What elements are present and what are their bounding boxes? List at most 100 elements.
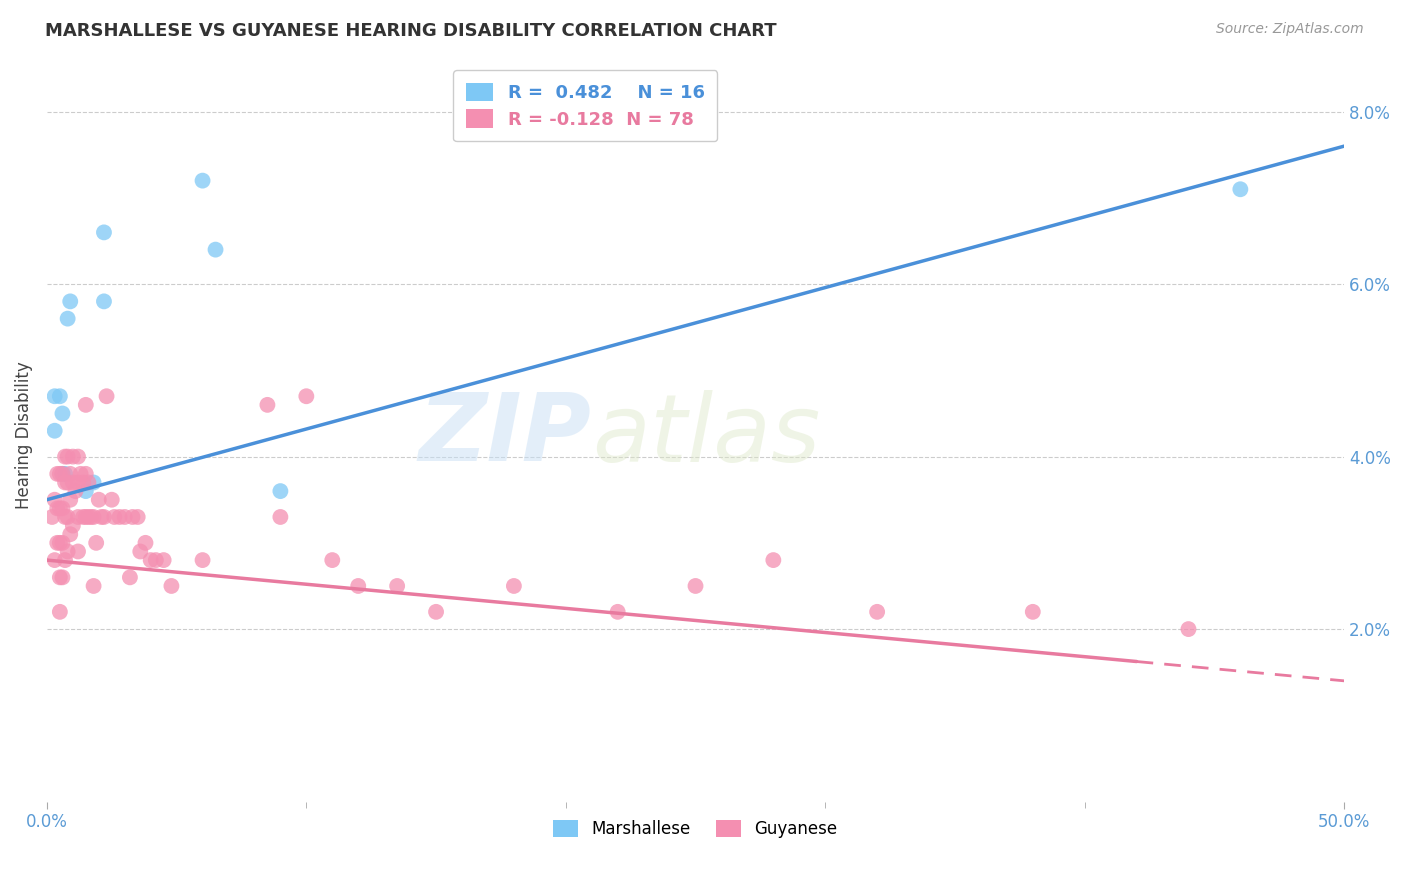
Point (103, 510, 125, 524)
Point (87, 492, 110, 507)
Point (269, 510, 291, 524)
Point (108, 510, 131, 524)
Point (83, 510, 105, 524)
Point (51, 536, 73, 550)
Point (53, 450, 76, 464)
Point (51, 467, 73, 481)
Point (80, 510, 103, 524)
Point (503, 579, 526, 593)
Point (256, 398, 278, 412)
Point (49, 389, 72, 403)
Point (134, 536, 156, 550)
Point (56, 544, 79, 558)
Text: ZIP: ZIP (419, 389, 592, 481)
Point (425, 605, 447, 619)
Point (762, 553, 785, 567)
Text: Source: ZipAtlas.com: Source: ZipAtlas.com (1216, 22, 1364, 37)
Point (385, 579, 408, 593)
Point (53, 510, 76, 524)
Point (93, 510, 115, 524)
Point (59, 294, 82, 309)
Point (51, 501, 73, 516)
Point (118, 570, 141, 584)
Point (96, 389, 118, 403)
Point (321, 553, 343, 567)
Point (59, 527, 82, 541)
Point (75, 398, 97, 412)
Point (75, 510, 97, 524)
Point (53, 553, 76, 567)
Point (1229, 182, 1251, 196)
Point (204, 243, 226, 257)
Point (1022, 605, 1045, 619)
Point (606, 605, 628, 619)
Point (269, 484, 291, 499)
Point (93, 226, 115, 240)
Point (160, 579, 183, 593)
Point (49, 605, 72, 619)
Point (66, 450, 89, 464)
Point (44, 389, 66, 403)
Point (44, 424, 66, 438)
Point (56, 450, 79, 464)
Point (46, 501, 69, 516)
Point (66, 544, 89, 558)
Point (93, 294, 115, 309)
Point (347, 579, 370, 593)
Point (145, 553, 167, 567)
Point (72, 510, 94, 524)
Point (139, 553, 162, 567)
Point (46, 536, 69, 550)
Point (56, 475, 79, 490)
Point (69, 467, 91, 481)
Point (191, 553, 214, 567)
Point (66, 510, 89, 524)
Point (84, 536, 107, 550)
Point (75, 467, 97, 481)
Text: MARSHALLESE VS GUYANESE HEARING DISABILITY CORRELATION CHART: MARSHALLESE VS GUYANESE HEARING DISABILI… (45, 22, 776, 40)
Point (44, 553, 66, 567)
Point (49, 570, 72, 584)
Point (114, 510, 136, 524)
Point (1177, 622, 1199, 636)
Point (53, 475, 76, 490)
Legend: Marshallese, Guyanese: Marshallese, Guyanese (547, 813, 844, 845)
Point (191, 174, 214, 188)
Point (53, 467, 76, 481)
Point (41, 510, 63, 524)
Point (66, 475, 89, 490)
Point (49, 501, 72, 516)
Point (59, 467, 82, 481)
Point (121, 510, 143, 524)
Point (49, 536, 72, 550)
Point (77, 510, 100, 524)
Point (51, 407, 73, 421)
Point (72, 475, 94, 490)
Point (46, 467, 69, 481)
Point (90, 510, 112, 524)
Point (44, 492, 66, 507)
Point (51, 570, 73, 584)
Point (152, 553, 174, 567)
Y-axis label: Hearing Disability: Hearing Disability (15, 361, 32, 509)
Point (866, 605, 889, 619)
Point (295, 389, 318, 403)
Point (56, 510, 79, 524)
Point (51, 467, 73, 481)
Point (127, 510, 149, 524)
Point (100, 492, 122, 507)
Point (129, 544, 152, 558)
Point (62, 518, 84, 533)
Point (49, 467, 72, 481)
Point (83, 475, 105, 490)
Point (77, 475, 100, 490)
Point (62, 475, 84, 490)
Point (56, 311, 79, 326)
Point (65, 484, 87, 499)
Point (685, 579, 707, 593)
Point (59, 492, 82, 507)
Point (62, 450, 84, 464)
Text: atlas: atlas (592, 390, 820, 481)
Point (83, 579, 105, 593)
Point (75, 484, 97, 499)
